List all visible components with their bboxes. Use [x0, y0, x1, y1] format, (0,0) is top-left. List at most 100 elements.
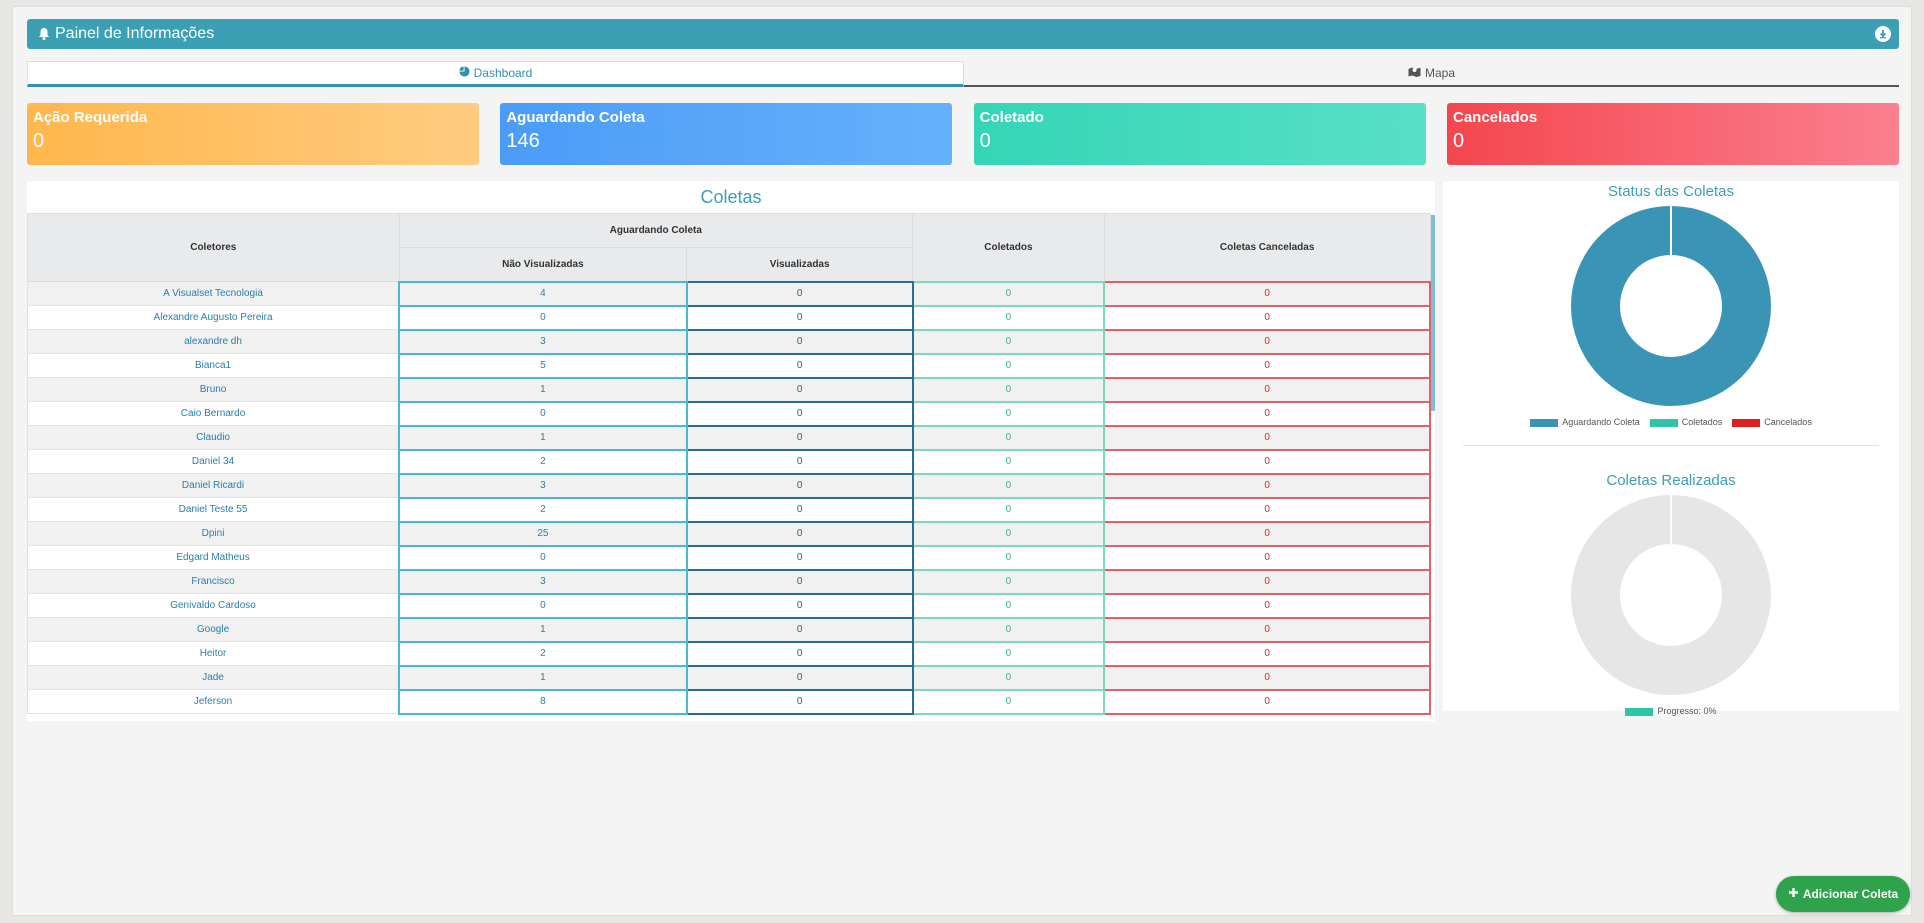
- table-row[interactable]: Bruno 1 0 0 0: [27, 376, 1431, 403]
- canceladas-cell[interactable]: 0: [1103, 400, 1431, 427]
- coletados-cell[interactable]: 0: [911, 376, 1106, 403]
- coletados-cell[interactable]: 0: [911, 496, 1106, 523]
- collector-name[interactable]: Google: [27, 617, 400, 642]
- collector-name[interactable]: Claudio: [27, 425, 400, 450]
- visualizadas-cell[interactable]: 0: [685, 472, 914, 499]
- collector-name[interactable]: Daniel Teste 55: [27, 497, 400, 522]
- coletados-cell[interactable]: 0: [911, 640, 1106, 667]
- nao-visualizadas-cell[interactable]: 1: [398, 376, 688, 403]
- canceladas-cell[interactable]: 0: [1103, 376, 1431, 403]
- card-acao-requerida[interactable]: Ação Requerida 0: [27, 103, 479, 165]
- card-coletado[interactable]: Coletado 0: [973, 103, 1426, 165]
- coletados-cell[interactable]: 0: [911, 568, 1106, 595]
- nao-visualizadas-cell[interactable]: 1: [398, 424, 688, 451]
- coletados-cell[interactable]: 0: [911, 592, 1106, 619]
- visualizadas-cell[interactable]: 0: [685, 688, 914, 715]
- coletados-cell[interactable]: 0: [911, 520, 1106, 547]
- nao-visualizadas-cell[interactable]: 1: [398, 616, 688, 643]
- visualizadas-cell[interactable]: 0: [685, 520, 914, 547]
- coletados-cell[interactable]: 0: [911, 400, 1106, 427]
- collector-name[interactable]: Francisco: [27, 569, 400, 594]
- visualizadas-cell[interactable]: 0: [685, 544, 914, 571]
- canceladas-cell[interactable]: 0: [1103, 280, 1431, 307]
- table-row[interactable]: Alexandre Augusto Pereira 0 0 0 0: [27, 304, 1431, 331]
- add-coleta-button[interactable]: Adicionar Coleta: [1776, 876, 1910, 912]
- coletados-cell[interactable]: 0: [911, 328, 1106, 355]
- visualizadas-cell[interactable]: 0: [685, 592, 914, 619]
- visualizadas-cell[interactable]: 0: [685, 664, 914, 691]
- card-aguardando-coleta[interactable]: Aguardando Coleta 146: [500, 103, 953, 165]
- table-row[interactable]: Jeferson 8 0 0 0: [27, 688, 1431, 715]
- header-coletas-canceladas[interactable]: Coletas Canceladas: [1103, 213, 1431, 282]
- coletados-cell[interactable]: 0: [911, 280, 1106, 307]
- table-row[interactable]: Francisco 3 0 0 0: [27, 568, 1431, 595]
- table-row[interactable]: Bianca1 5 0 0 0: [27, 352, 1431, 379]
- visualizadas-cell[interactable]: 0: [685, 376, 914, 403]
- canceladas-cell[interactable]: 0: [1103, 520, 1431, 547]
- nao-visualizadas-cell[interactable]: 4: [398, 280, 688, 307]
- nao-visualizadas-cell[interactable]: 2: [398, 448, 688, 475]
- canceladas-cell[interactable]: 0: [1103, 304, 1431, 331]
- coletados-cell[interactable]: 0: [911, 664, 1106, 691]
- nao-visualizadas-cell[interactable]: 0: [398, 400, 688, 427]
- table-row[interactable]: alexandre dh 3 0 0 0: [27, 328, 1431, 355]
- visualizadas-cell[interactable]: 0: [685, 400, 914, 427]
- visualizadas-cell[interactable]: 0: [685, 424, 914, 451]
- nao-visualizadas-cell[interactable]: 25: [398, 520, 688, 547]
- visualizadas-cell[interactable]: 0: [685, 640, 914, 667]
- coletados-cell[interactable]: 0: [911, 472, 1106, 499]
- canceladas-cell[interactable]: 0: [1103, 496, 1431, 523]
- coletados-cell[interactable]: 0: [911, 616, 1106, 643]
- legend-item[interactable]: Coletados: [1649, 417, 1722, 427]
- coletados-cell[interactable]: 0: [911, 544, 1106, 571]
- canceladas-cell[interactable]: 0: [1103, 352, 1431, 379]
- table-row[interactable]: Daniel Ricardi 3 0 0 0: [27, 472, 1431, 499]
- visualizadas-cell[interactable]: 0: [685, 352, 914, 379]
- visualizadas-cell[interactable]: 0: [685, 616, 914, 643]
- canceladas-cell[interactable]: 0: [1103, 544, 1431, 571]
- nao-visualizadas-cell[interactable]: 3: [398, 328, 688, 355]
- collector-name[interactable]: Heitor: [27, 641, 400, 666]
- nao-visualizadas-cell[interactable]: 2: [398, 640, 688, 667]
- visualizadas-cell[interactable]: 0: [685, 280, 914, 307]
- nao-visualizadas-cell[interactable]: 2: [398, 496, 688, 523]
- collector-name[interactable]: Jeferson: [27, 689, 400, 714]
- header-visualizadas[interactable]: Visualizadas: [686, 247, 914, 282]
- table-row[interactable]: Heitor 2 0 0 0: [27, 640, 1431, 667]
- collector-name[interactable]: Genivaldo Cardoso: [27, 593, 400, 618]
- nao-visualizadas-cell[interactable]: 3: [398, 472, 688, 499]
- legend-item[interactable]: Progresso: 0%: [1625, 706, 1717, 716]
- visualizadas-cell[interactable]: 0: [685, 304, 914, 331]
- collector-name[interactable]: Edgard Matheus: [27, 545, 400, 570]
- table-row[interactable]: Dpini 25 0 0 0: [27, 520, 1431, 547]
- header-coletores[interactable]: Coletores: [27, 213, 400, 282]
- collector-name[interactable]: Alexandre Augusto Pereira: [27, 305, 400, 330]
- canceladas-cell[interactable]: 0: [1103, 328, 1431, 355]
- collector-name[interactable]: Daniel 34: [27, 449, 400, 474]
- nao-visualizadas-cell[interactable]: 0: [398, 544, 688, 571]
- canceladas-cell[interactable]: 0: [1103, 592, 1431, 619]
- collector-name[interactable]: Jade: [27, 665, 400, 690]
- legend-item[interactable]: Aguardando Coleta: [1530, 417, 1640, 427]
- visualizadas-cell[interactable]: 0: [685, 496, 914, 523]
- canceladas-cell[interactable]: 0: [1103, 640, 1431, 667]
- canceladas-cell[interactable]: 0: [1103, 616, 1431, 643]
- visualizadas-cell[interactable]: 0: [685, 328, 914, 355]
- canceladas-cell[interactable]: 0: [1103, 568, 1431, 595]
- canceladas-cell[interactable]: 0: [1103, 688, 1431, 715]
- table-row[interactable]: Edgard Matheus 0 0 0 0: [27, 544, 1431, 571]
- collector-name[interactable]: Bianca1: [27, 353, 400, 378]
- table-row[interactable]: Daniel Teste 55 2 0 0 0: [27, 496, 1431, 523]
- coletados-cell[interactable]: 0: [911, 424, 1106, 451]
- collector-name[interactable]: A Visualset Tecnologia: [27, 281, 400, 306]
- table-scrollbar[interactable]: [1431, 215, 1435, 411]
- tab-mapa[interactable]: Mapa: [964, 61, 1899, 87]
- nao-visualizadas-cell[interactable]: 0: [398, 592, 688, 619]
- coletados-cell[interactable]: 0: [911, 448, 1106, 475]
- tab-dashboard[interactable]: Dashboard: [27, 61, 964, 87]
- visualizadas-cell[interactable]: 0: [685, 568, 914, 595]
- nao-visualizadas-cell[interactable]: 3: [398, 568, 688, 595]
- collector-name[interactable]: Bruno: [27, 377, 400, 402]
- collector-name[interactable]: Caio Bernardo: [27, 401, 400, 426]
- collector-name[interactable]: Dpini: [27, 521, 400, 546]
